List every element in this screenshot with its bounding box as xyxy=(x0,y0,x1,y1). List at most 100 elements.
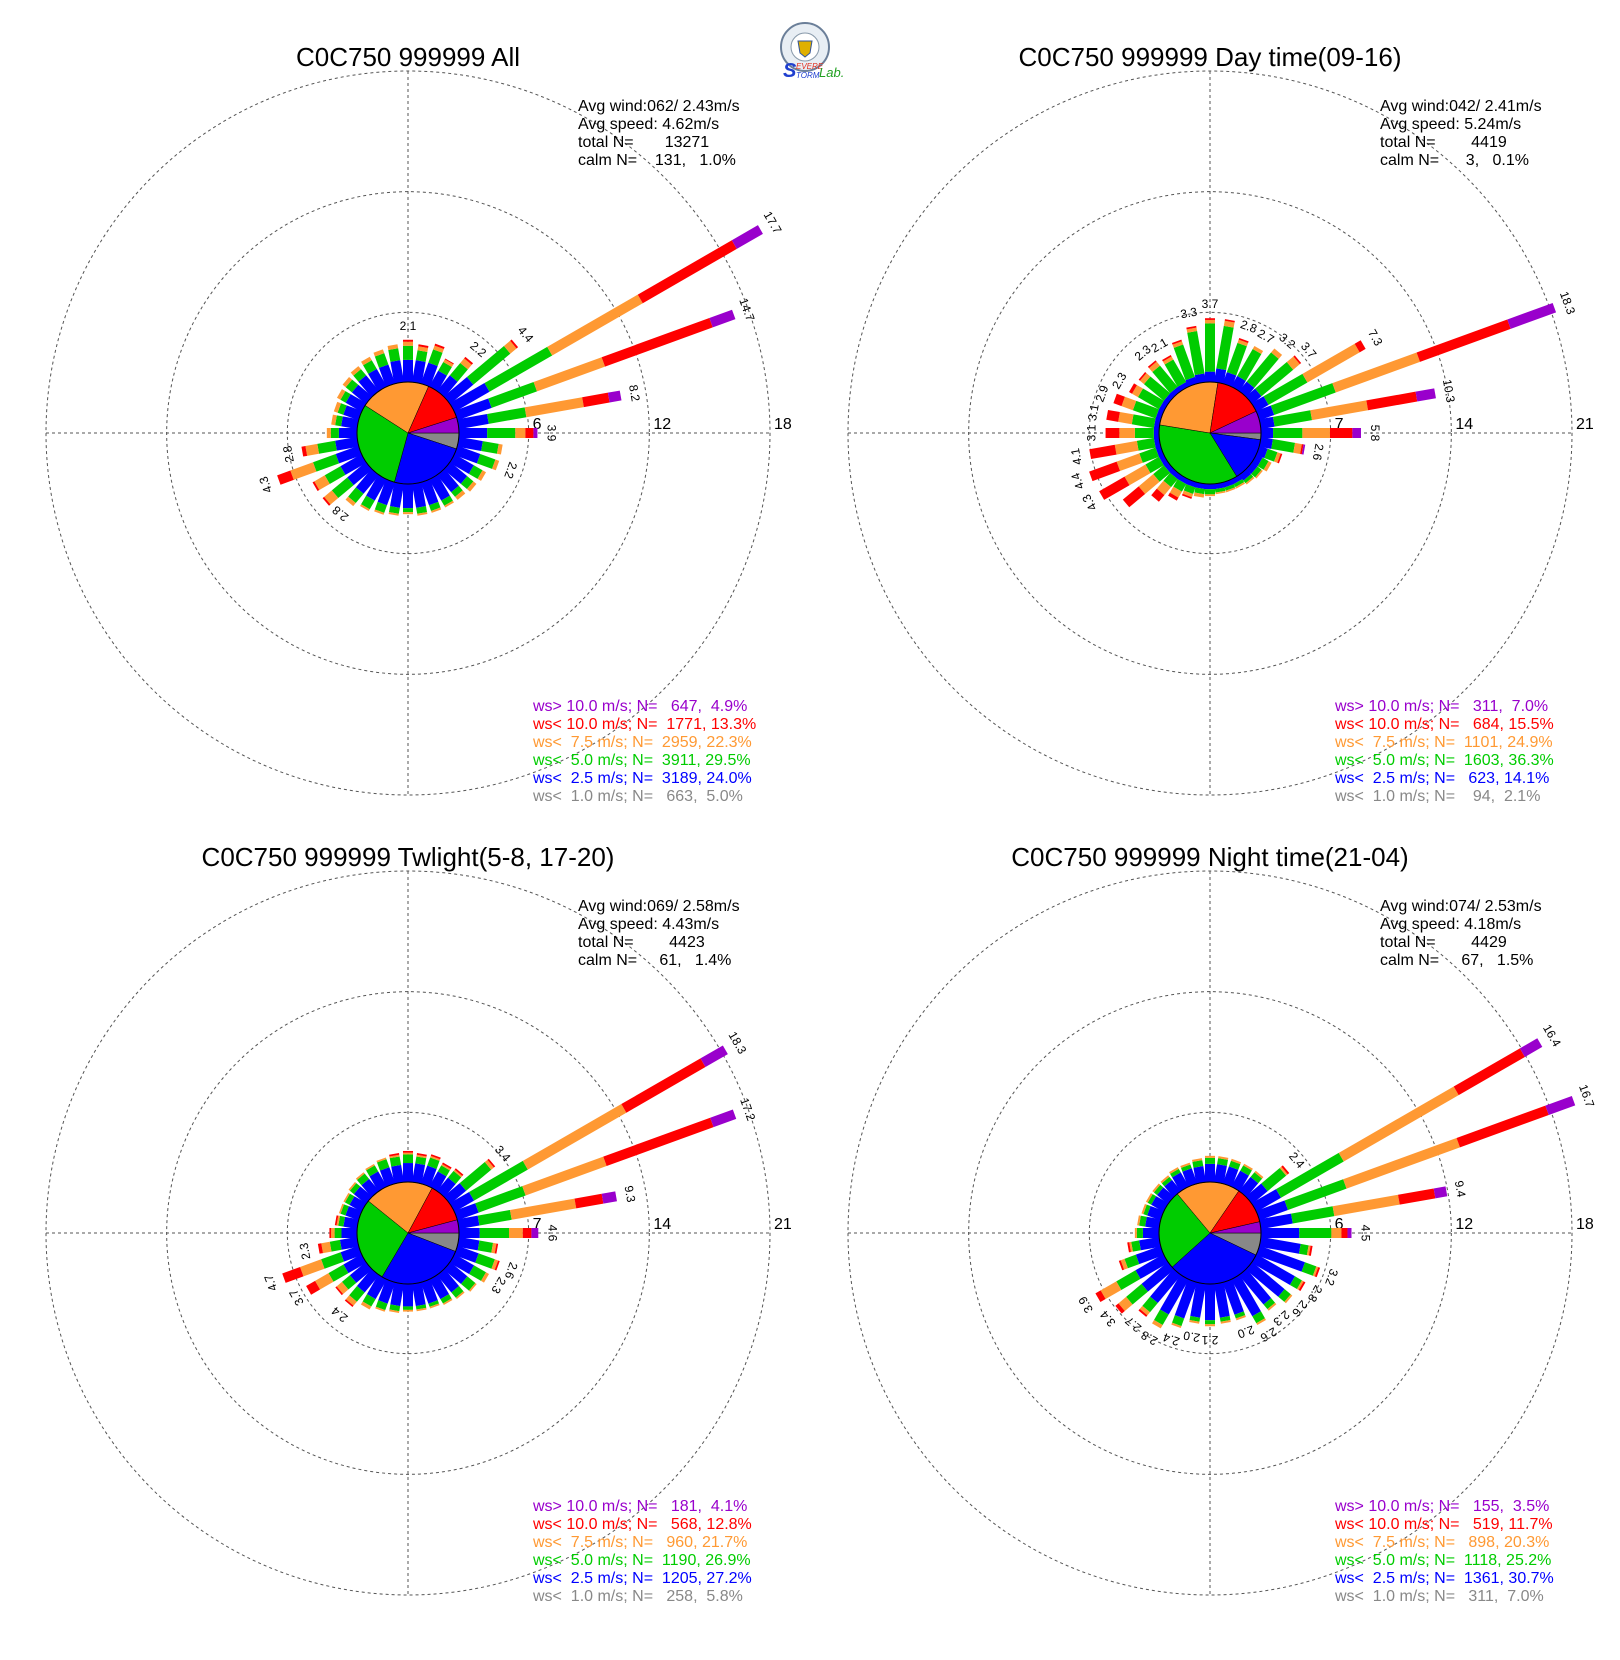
bar-label-group-280: 3.1 xyxy=(1085,403,1102,422)
bar-segment-60-4 xyxy=(1519,1038,1543,1057)
direction-bar-70 xyxy=(1256,1095,1576,1221)
legend-entry-5: ws< 2.5 m/s; N= 1205, 27.2% xyxy=(532,1570,752,1587)
bar-label-group-120: 2.3 xyxy=(488,1275,509,1297)
bar-segment-50-1 xyxy=(1261,1167,1287,1192)
bar-segment-300-0 xyxy=(349,1196,367,1212)
bar-segment-210-1 xyxy=(361,495,375,510)
legend-entry-1: ws> 10.0 m/s; N= 647, 4.9% xyxy=(532,698,747,715)
bar-segment-70-0 xyxy=(1256,405,1275,421)
direction-bar-320 xyxy=(355,1172,380,1198)
bar-segment-30-0 xyxy=(429,370,447,392)
bar-segment-270-0 xyxy=(338,428,358,438)
bar-segment-330-2 xyxy=(1169,1167,1179,1174)
bar-segment-210-0 xyxy=(366,1274,387,1300)
direction-bar-90 xyxy=(459,1228,539,1238)
bar-segment-50-0 xyxy=(1245,1183,1268,1205)
bar-label-220: 2.7 xyxy=(1122,1313,1144,1335)
bar-segment-80-0 xyxy=(1259,1213,1293,1230)
bar-label-group-90: 4.5 xyxy=(1359,1225,1373,1242)
direction-bar-220 xyxy=(1138,1268,1182,1317)
bar-segment-360-3 xyxy=(403,1150,413,1153)
direction-bar-50 xyxy=(443,339,519,405)
bar-segment-270-2 xyxy=(1134,1228,1137,1238)
bar-segment-210-2 xyxy=(360,1301,372,1310)
bar-segment-250-1 xyxy=(1124,1254,1140,1269)
stat-line-2: Avg speed: 4.62m/s xyxy=(578,116,719,133)
bar-segment-220-2 xyxy=(345,496,356,507)
bar-segment-120-0 xyxy=(449,1254,475,1275)
bar-segment-60-0 xyxy=(1251,1189,1282,1212)
bar-label-40: 3.2 xyxy=(1276,330,1298,352)
direction-bar-230 xyxy=(1115,1261,1175,1314)
bar-segment-340-1 xyxy=(374,353,389,368)
bar-label-80: 8.2 xyxy=(626,384,643,403)
bar-segment-50-0 xyxy=(443,1183,467,1205)
direction-bar-60 xyxy=(449,225,763,412)
bar-segment-210-0 xyxy=(366,474,387,501)
direction-bar-40 xyxy=(1238,1170,1264,1198)
bar-segment-150-0 xyxy=(429,1274,450,1300)
stat-line-3: total N= 4429 xyxy=(1380,934,1507,951)
bar-segment-270-1 xyxy=(1136,1228,1143,1238)
direction-bar-210 xyxy=(360,1274,387,1310)
bar-segment-150-1 xyxy=(440,1294,452,1304)
bar-segment-230-1 xyxy=(1126,1283,1148,1305)
bar-segment-110-2 xyxy=(1274,452,1281,463)
bar-segment-70-3 xyxy=(601,318,713,367)
direction-bar-340 xyxy=(1171,339,1198,387)
bar-segment-130-2 xyxy=(1284,1294,1293,1304)
bar-segment-10-0 xyxy=(1213,368,1227,384)
bar-label-group-30: 2.7 xyxy=(1255,326,1277,347)
bar-segment-340-1 xyxy=(1180,1164,1192,1172)
bar-label-group-250: 4.7 xyxy=(261,1272,280,1293)
direction-bar-50 xyxy=(1245,355,1302,405)
bar-label-290: 2.9 xyxy=(1093,383,1112,404)
bar-segment-210-3 xyxy=(1168,492,1179,501)
bar-segment-110-2 xyxy=(491,1259,499,1270)
stat-line-1: Avg wind:062/ 2.43m/s xyxy=(578,98,740,115)
bar-segment-360-1 xyxy=(403,1154,413,1164)
bar-segment-250-3 xyxy=(1118,1260,1125,1271)
direction-bar-30 xyxy=(1231,1163,1253,1192)
bar-segment-160-2 xyxy=(429,1303,440,1309)
bar-segment-160-0 xyxy=(420,1279,438,1304)
bar-segment-270-2 xyxy=(1119,428,1135,438)
bar-segment-220-2 xyxy=(345,1295,357,1306)
direction-bar-140 xyxy=(1238,468,1255,485)
direction-bar-350 xyxy=(1186,325,1207,384)
speed-pie xyxy=(356,1181,460,1285)
direction-bar-220 xyxy=(1151,468,1182,502)
direction-bar-150 xyxy=(1231,1274,1266,1325)
bar-segment-340-0 xyxy=(379,1167,396,1187)
bar-segment-140-0 xyxy=(1238,468,1252,481)
bar-segment-30-2 xyxy=(443,359,454,367)
bar-segment-220-3 xyxy=(1138,1308,1148,1317)
bar-segment-250-0 xyxy=(1135,1245,1164,1265)
bar-segment-290-1 xyxy=(1132,400,1159,419)
logo-word-lab: Lab. xyxy=(819,65,844,80)
bar-segment-80-1 xyxy=(477,1209,512,1226)
bar-segment-80-1 xyxy=(487,407,527,424)
direction-bar-70 xyxy=(1256,302,1557,421)
bar-label-group-110: 3.2 xyxy=(1322,1267,1341,1288)
direction-bar-150 xyxy=(429,474,454,508)
bar-segment-90-2 xyxy=(515,428,526,438)
bar-segment-340-2 xyxy=(1172,341,1184,348)
bar-segment-310-1 xyxy=(1143,376,1171,401)
legend-entry-5: ws< 2.5 m/s; N= 623, 14.1% xyxy=(1334,770,1549,787)
bar-segment-350-1 xyxy=(1187,330,1205,376)
bar-segment-170-0 xyxy=(411,1282,426,1307)
bar-segment-320-1 xyxy=(1161,1176,1172,1187)
bar-segment-160-1 xyxy=(428,1300,439,1307)
bar-segment-90-0 xyxy=(459,1228,480,1238)
bar-segment-300-0 xyxy=(1151,1196,1169,1212)
bar-segment-50-2 xyxy=(1279,1166,1288,1176)
bar-segment-110-1 xyxy=(1264,448,1278,462)
bar-label-130: 2.6 xyxy=(1289,1298,1311,1320)
panel-title: C0C750 999999 Twlight(5-8, 17-20) xyxy=(202,842,615,872)
direction-bar-160 xyxy=(420,479,442,513)
bar-segment-180-0 xyxy=(1205,1284,1215,1321)
legend-entry-1: ws> 10.0 m/s; N= 181, 4.1% xyxy=(532,1498,747,1515)
bar-segment-350-2 xyxy=(1186,327,1198,333)
direction-bar-260 xyxy=(301,436,359,457)
